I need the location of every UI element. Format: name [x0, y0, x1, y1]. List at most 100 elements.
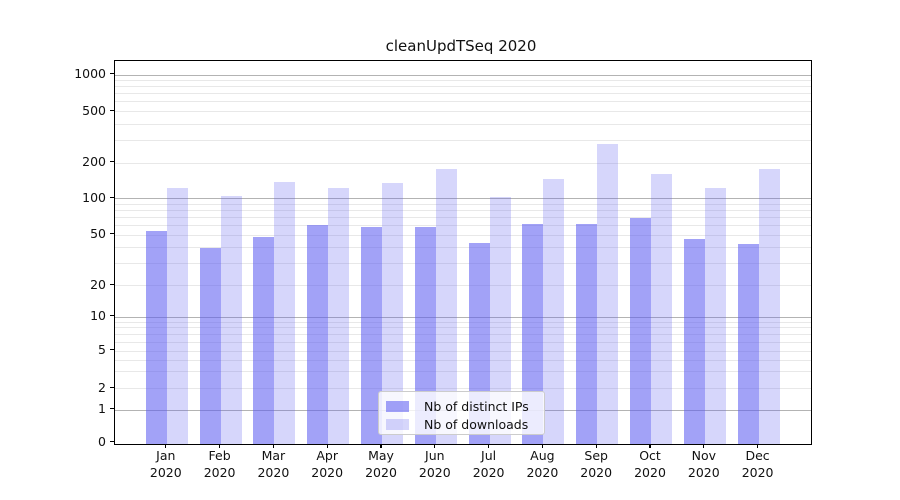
x-tick-label-nov: Nov 2020: [687, 448, 720, 480]
bar-distinct-ips-aug: [522, 224, 544, 444]
x-tick-label-jun: Jun 2020: [418, 448, 451, 480]
x-tick-mark: [488, 444, 490, 448]
y-tick-label-50: 50: [90, 226, 106, 241]
y-tick-mark: [109, 441, 114, 443]
x-tick-label-jul: Jul 2020: [472, 448, 505, 480]
bar-downloads-may: [382, 183, 403, 444]
gridline-minor: [114, 80, 811, 82]
gridline-minor: [114, 371, 811, 373]
x-tick-label-feb: Feb 2020: [203, 448, 236, 480]
gridline-minor: [114, 388, 811, 389]
legend-label-downloads: Nb of downloads: [424, 417, 529, 433]
y-tick-label-1: 1: [98, 401, 106, 416]
bar-downloads-sep: [597, 143, 619, 444]
x-tick-mark: [649, 444, 651, 448]
y-tick-mark: [109, 315, 114, 317]
bar-distinct-ips-apr: [307, 224, 329, 444]
y-tick-mark: [109, 349, 114, 351]
gridline-minor: [114, 123, 811, 125]
y-tick-label-0: 0: [98, 434, 106, 449]
gridline-minor: [114, 341, 811, 343]
bar-distinct-ips-dec: [737, 244, 759, 444]
bar-downloads-aug: [543, 179, 565, 444]
gridline-minor: [114, 93, 811, 95]
bar-downloads-dec: [758, 169, 780, 444]
bar-downloads-nov: [704, 187, 726, 444]
bar-distinct-ips-mar: [253, 236, 275, 444]
chart-title: cleanUpdTSeq 2020: [385, 37, 537, 55]
x-tick-mark: [219, 444, 221, 448]
legend-swatch-distinct-ips: [386, 400, 409, 412]
gridline-minor: [114, 350, 811, 352]
x-tick-label-aug: Aug 2020: [526, 448, 559, 480]
y-tick-mark: [109, 233, 114, 235]
gridline-minor: [114, 162, 811, 164]
gridline-minor: [114, 203, 811, 205]
gridline-minor: [114, 333, 811, 335]
y-tick-mark: [109, 73, 114, 75]
bar-distinct-ips-nov: [683, 239, 705, 444]
y-tick-label-200: 200: [82, 154, 106, 169]
y-tick-label-5: 5: [98, 342, 106, 357]
bar-downloads-jun: [435, 169, 457, 444]
x-tick-mark: [380, 444, 382, 448]
y-tick-label-20: 20: [90, 276, 106, 292]
gridline-minor: [114, 285, 811, 286]
bar-downloads-feb: [220, 195, 242, 444]
plot-area: [113, 60, 812, 445]
gridline-major: [114, 316, 811, 318]
x-tick-label-jan: Jan 2020: [149, 448, 182, 480]
y-tick-label-1000: 1000: [74, 66, 106, 81]
legend: Nb of distinct IPs Nb of downloads: [378, 391, 545, 435]
x-tick-mark: [703, 444, 705, 448]
gridline-minor: [114, 101, 811, 103]
y-tick-label-2: 2: [98, 379, 106, 395]
gridline-minor: [114, 321, 811, 323]
legend-label-distinct-ips: Nb of distinct IPs: [424, 398, 529, 414]
x-tick-mark: [272, 444, 274, 448]
x-tick-label-mar: Mar 2020: [257, 448, 290, 480]
x-tick-mark: [165, 444, 167, 448]
gridline-minor: [114, 139, 811, 141]
gridline-minor: [114, 359, 811, 361]
x-tick-label-may: May 2020: [365, 448, 397, 480]
y-tick-mark: [109, 408, 114, 410]
bar-downloads-oct: [651, 173, 672, 444]
bar-distinct-ips-jan: [145, 231, 167, 444]
legend-item-downloads: Nb of downloads: [386, 416, 537, 435]
x-tick-mark: [326, 444, 328, 448]
bar-distinct-ips-may: [361, 226, 382, 444]
y-tick-mark: [109, 109, 114, 111]
x-tick-label-apr: Apr 2020: [311, 448, 344, 480]
x-tick-mark: [541, 444, 543, 448]
bar-downloads-jan: [166, 187, 188, 444]
gridline-major: [114, 74, 811, 76]
legend-swatch-downloads: [386, 419, 409, 431]
x-tick-mark: [757, 444, 759, 448]
gridline-minor: [114, 246, 811, 248]
gridline-minor: [114, 86, 811, 88]
gridline-minor: [114, 262, 811, 264]
y-tick-mark: [109, 386, 114, 388]
gridline-minor: [114, 216, 811, 218]
gridline-major: [114, 198, 811, 199]
bar-distinct-ips-sep: [576, 224, 598, 444]
bar-distinct-ips-oct: [630, 218, 651, 444]
bar-distinct-ips-jun: [414, 226, 436, 444]
y-tick-label-10: 10: [90, 308, 106, 323]
y-tick-mark: [109, 161, 114, 163]
bar-downloads-apr: [328, 188, 350, 444]
y-tick-label-100: 100: [82, 189, 106, 205]
x-tick-label-oct: Oct 2020: [634, 448, 666, 480]
gridline-minor: [114, 234, 811, 236]
y-tick-mark: [109, 283, 114, 285]
x-tick-mark: [434, 444, 436, 448]
x-tick-label-dec: Dec 2020: [741, 448, 774, 480]
y-tick-mark: [109, 196, 114, 198]
gridline-minor: [114, 327, 811, 329]
bar-distinct-ips-feb: [199, 248, 221, 444]
gridline-minor: [114, 111, 811, 112]
x-tick-label-sep: Sep 2020: [580, 448, 613, 480]
legend-item-distinct-ips: Nb of distinct IPs: [386, 397, 537, 416]
